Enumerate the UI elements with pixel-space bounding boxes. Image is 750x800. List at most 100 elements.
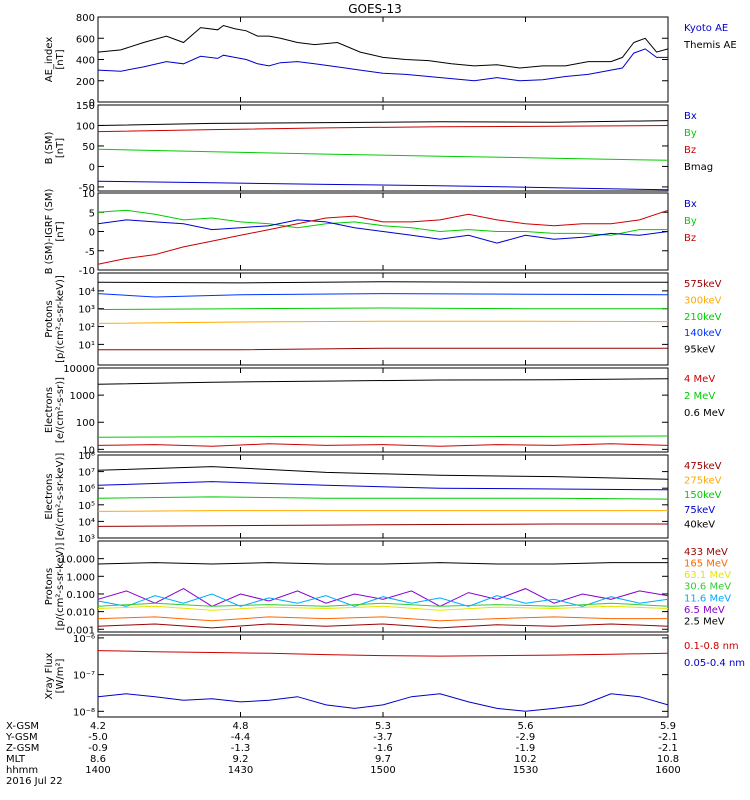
panel-2: -50 0 50 100 150 B (SM) [nT] Bx By Bz Bmag	[44, 101, 713, 194]
y-tick-label: 10⁷	[78, 468, 95, 479]
series-line-275keV	[97, 510, 668, 512]
time-axis-row-label: Z-GSM	[6, 743, 39, 754]
y-tick-label: 10³	[78, 305, 95, 316]
time-axis-value: -2.1	[658, 732, 678, 743]
y-axis-label: [W/m²]	[55, 658, 66, 693]
series-line-0.6-MeV	[97, 378, 669, 385]
y-tick-label: 600	[76, 34, 95, 45]
y-axis-label: [p/(cm²-s-sr-keV)]	[55, 543, 66, 631]
y-tick-label: 1.000	[66, 572, 95, 583]
legend-entry: 433 MeV	[684, 547, 728, 558]
legend-entry: 30.6 MeV	[684, 582, 731, 593]
legend-entry: 2.5 MeV	[684, 616, 725, 627]
legend-entry: 0.1-0.8 nm	[684, 641, 739, 652]
y-tick-label: 10²	[78, 323, 95, 334]
time-axis-row-label: 2016 Jul 22	[6, 776, 63, 787]
series-line-210keV	[97, 307, 668, 310]
legend-entry: Bz	[684, 145, 696, 156]
legend-entry: 210keV	[684, 312, 722, 323]
series-line-433-MeV	[97, 623, 669, 629]
series-line-Bx	[97, 180, 669, 191]
series-line-40keV	[97, 466, 669, 480]
legend-entry: 140keV	[684, 328, 722, 339]
y-tick-label: 10	[82, 445, 95, 456]
legend-entry: Bx	[684, 199, 697, 210]
legend-entry: Bz	[684, 233, 696, 244]
time-axis-value: 9.2	[233, 754, 249, 765]
panel-7: 0.001 0.010 0.100 1.000 10.000 Protons [p/(cm²…	[44, 540, 731, 636]
y-tick-label: 5	[89, 208, 95, 219]
y-axis-label: [nT]	[55, 138, 66, 158]
y-tick-label: 10⁻⁶	[73, 634, 95, 645]
series-line-0.1-0.8-nm	[97, 650, 669, 657]
series-line-63.1-MeV	[97, 605, 669, 611]
series-line-300keV	[97, 320, 669, 324]
series-line-Bmag	[97, 120, 669, 126]
y-tick-label: 10⁸	[78, 451, 95, 462]
time-axis-value: -1.9	[516, 743, 536, 754]
y-tick-label: 10⁵	[78, 501, 95, 512]
time-axis-value: 5.6	[518, 721, 534, 732]
series-line-165-MeV	[97, 616, 668, 622]
y-tick-label: 0	[89, 228, 95, 239]
legend-entry: 475keV	[684, 461, 722, 472]
panel-frame	[97, 104, 669, 192]
time-axis-value: -1.3	[231, 743, 251, 754]
time-axis-value: 10.2	[514, 754, 536, 765]
time-axis-value: 1600	[655, 765, 680, 776]
y-tick-label: -50	[79, 183, 95, 194]
y-axis-label: B (SM)	[44, 131, 55, 164]
y-axis-label: [e/(cm²-s-sr)]	[55, 377, 66, 443]
y-tick-label: 10³	[78, 534, 95, 545]
y-tick-label: 0	[89, 162, 95, 173]
time-axis-value: -5.0	[88, 732, 108, 743]
y-tick-label: 10.000	[60, 555, 95, 566]
series-line-11.6-MeV	[97, 593, 669, 607]
legend-entry: 275keV	[684, 476, 722, 487]
y-tick-label: 10⁶	[78, 484, 95, 495]
y-tick-label: 50	[82, 142, 95, 153]
legend-entry: 0.6 MeV	[684, 408, 725, 419]
legend-entry: By	[684, 128, 697, 139]
series-line-Themis-AE	[97, 24, 669, 69]
panel-frame	[97, 272, 669, 366]
series-line-2-MeV	[97, 435, 669, 438]
legend-entry: 2 MeV	[684, 391, 715, 402]
y-tick-label: 10	[82, 189, 95, 200]
y-tick-label: 400	[76, 56, 95, 67]
legend-entry: 63.1 MeV	[684, 570, 731, 581]
legend-entry: 75keV	[684, 505, 715, 516]
legend-entry: 165 MeV	[684, 559, 728, 570]
legend-entry: Bmag	[684, 162, 713, 173]
y-tick-label: 150	[76, 101, 95, 112]
time-axis-value: 10.8	[657, 754, 679, 765]
y-tick-label: 10¹	[78, 340, 95, 351]
panel-5: 10 100 1000 10000 Electrons [e/(cm²-s-sr)] 4 M…	[44, 364, 725, 456]
legend-entry: 40keV	[684, 519, 715, 530]
plot-title: GOES-13	[348, 2, 402, 16]
time-axis-value: -4.4	[231, 732, 251, 743]
series-line-Bx	[97, 219, 669, 244]
legend-entry: 150keV	[684, 490, 722, 501]
legend-entry: 6.5 MeV	[684, 605, 725, 616]
series-line-Bz	[97, 125, 669, 133]
y-tick-label: -10	[79, 266, 95, 277]
panel-frame	[97, 16, 669, 103]
panel-6: 10³ 10⁴ 10⁵ 10⁶ 10⁷ 10⁸ Electrons [e/(cm²-s-sr-…	[44, 451, 722, 545]
series-line-95keV	[97, 281, 668, 284]
series-line-Bz	[97, 209, 669, 265]
series-line-75keV	[97, 481, 669, 491]
y-axis-label: Electrons	[44, 473, 55, 519]
y-tick-label: 0.010	[66, 608, 95, 619]
time-axis-row-label: hhmm	[6, 765, 38, 776]
y-tick-label: 10⁴	[78, 287, 95, 298]
time-axis-value: 4.2	[90, 721, 106, 732]
series-line-475keV	[97, 523, 668, 527]
y-tick-label: -5	[85, 247, 95, 258]
panel-8: 10⁻⁸ 10⁻⁷ 10⁻⁶ Xray Flux [W/m²] 0.1-0.8 nm 0.0…	[44, 634, 745, 718]
legend-entry: 0.05-0.4 nm	[684, 658, 745, 669]
y-tick-label: 0.100	[66, 590, 95, 601]
time-axis-value: -0.9	[88, 743, 108, 754]
time-axis-row-label: MLT	[6, 754, 26, 765]
